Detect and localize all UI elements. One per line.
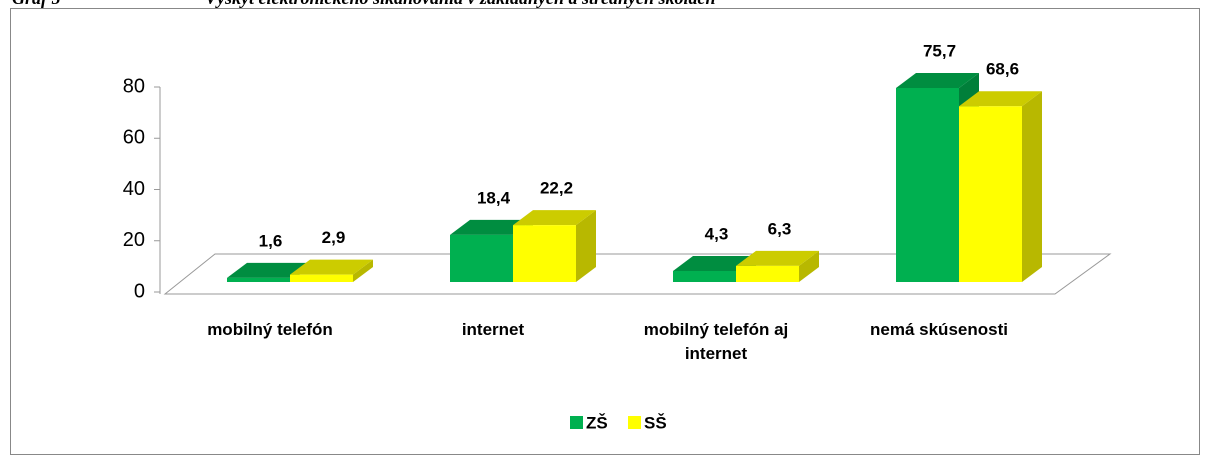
bar-front [513, 225, 576, 282]
x-tick-label: nemá skúsenosti [870, 320, 1008, 339]
bar-side [1022, 91, 1042, 283]
bar [290, 259, 373, 282]
bar-top [736, 250, 819, 266]
value-label: 4,3 [705, 224, 729, 243]
bar-top [513, 210, 596, 226]
bar-front [736, 265, 799, 282]
bar-top [450, 219, 533, 235]
y-tick-label: 20 [123, 229, 145, 251]
x-tick-label: mobilný telefón [207, 320, 333, 339]
bar-front [227, 277, 290, 282]
bar [959, 91, 1042, 283]
value-label: 68,6 [986, 60, 1019, 79]
bar-top [959, 91, 1042, 107]
bar-top [673, 255, 756, 271]
legend-label: ZŠ [586, 413, 608, 432]
value-label: 75,7 [923, 42, 956, 61]
bar-front [290, 274, 353, 282]
legend-swatch [570, 416, 583, 429]
value-label: 18,4 [477, 188, 511, 207]
value-label: 22,2 [540, 179, 573, 198]
value-label: 1,6 [259, 231, 283, 250]
value-label: 2,9 [322, 228, 346, 247]
legend-swatch [628, 416, 641, 429]
value-label: 6,3 [768, 219, 792, 238]
bar-side [799, 250, 819, 282]
bar-front [959, 106, 1022, 283]
bar-top [227, 262, 310, 278]
bar [736, 250, 819, 282]
y-tick-label: 0 [134, 280, 145, 302]
bar-front [673, 270, 736, 282]
bar-front [896, 88, 959, 282]
bar-top [290, 259, 373, 275]
bar-top [896, 73, 979, 89]
chart-label: Graf 5 [12, 0, 61, 8]
legend-label: SŠ [644, 413, 667, 432]
x-tick-label: mobilný telefón aj internet [643, 320, 789, 363]
bar-side [353, 259, 373, 282]
chart-title: Výskyt elektronického šikanovania v zákl… [205, 0, 716, 8]
bar [513, 210, 596, 282]
floor [163, 253, 1112, 295]
bar-side [576, 210, 596, 282]
y-tick-label: 40 [123, 178, 145, 200]
x-tick-label: internet [461, 320, 525, 339]
y-tick-label: 80 [123, 75, 145, 97]
bar-front [450, 234, 513, 282]
y-tick-label: 60 [123, 127, 145, 149]
